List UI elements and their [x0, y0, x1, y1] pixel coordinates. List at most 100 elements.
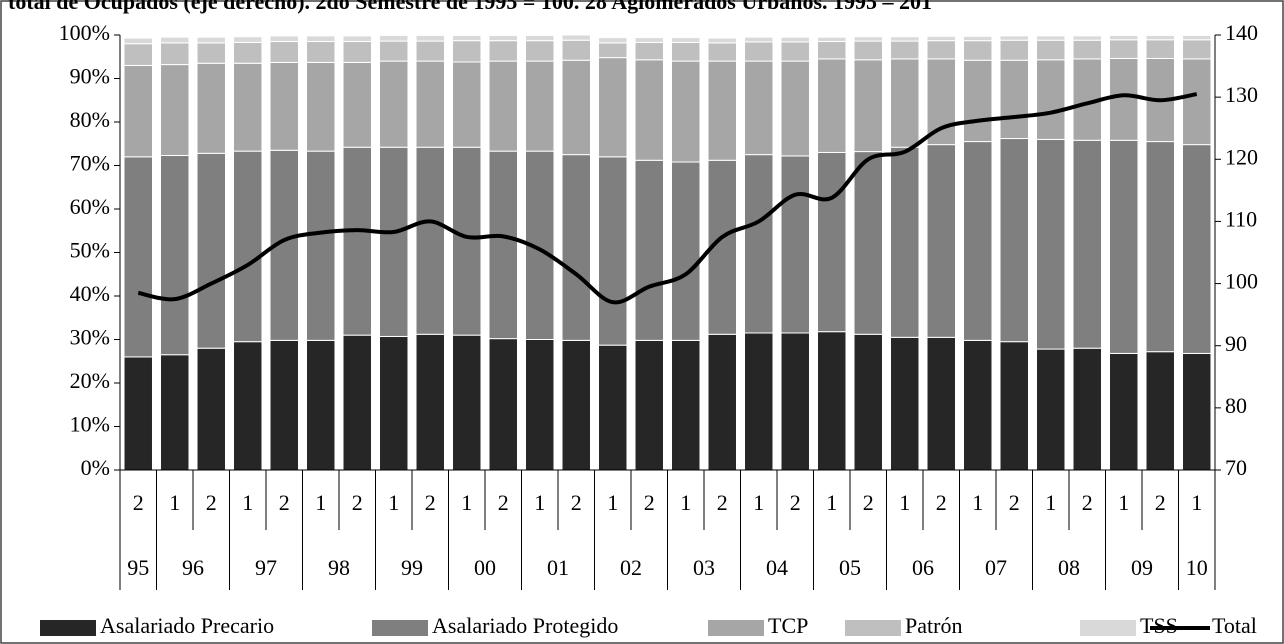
bar-segment: [853, 36, 883, 42]
bar-segment: [999, 341, 1029, 471]
bar-segment: [123, 43, 153, 66]
bar-segment: [123, 356, 153, 471]
x-tick-label: 2: [790, 490, 801, 515]
x-tick-label: 2: [206, 490, 217, 515]
y-tick-label: 90%: [70, 64, 110, 89]
bar-segment: [123, 37, 153, 45]
group-label: 95: [127, 555, 149, 580]
bar-segment: [233, 150, 263, 343]
group-label: 98: [328, 555, 350, 580]
bar-segment: [817, 58, 847, 153]
group-label: 07: [985, 555, 1007, 580]
bar-segment: [196, 347, 226, 471]
bar-segment: [561, 34, 591, 41]
bar-segment: [1182, 352, 1212, 471]
bar-segment: [817, 331, 847, 471]
legend-swatch: [1080, 620, 1136, 636]
x-tick-label: 1: [461, 490, 472, 515]
bar-segment: [1109, 57, 1139, 141]
x-tick-label: 1: [899, 490, 910, 515]
group-label: 05: [839, 555, 861, 580]
x-tick-label: 1: [826, 490, 837, 515]
group-label: 02: [620, 555, 642, 580]
bar-segment: [379, 60, 409, 148]
bar-segment: [488, 338, 518, 471]
bar-segment: [744, 332, 774, 471]
bar-segment: [1109, 39, 1139, 59]
bar-segment: [306, 150, 336, 341]
y-tick-label: 70%: [70, 151, 110, 176]
bar-segment: [342, 146, 372, 336]
bar-segment: [963, 35, 993, 42]
bar-segment: [488, 150, 518, 340]
y-tick-label: 30%: [70, 325, 110, 350]
bar-segment: [415, 34, 445, 42]
group-label: 01: [547, 555, 569, 580]
group-label: 08: [1058, 555, 1080, 580]
bar-segment: [671, 37, 701, 43]
bar-segment: [525, 60, 555, 152]
bar-segment: [707, 60, 737, 161]
y2-tick-label: 70: [1225, 455, 1247, 480]
bar-segment: [160, 354, 190, 471]
bar-segment: [196, 62, 226, 154]
bar-segment: [1109, 352, 1139, 471]
legend-swatch: [845, 620, 901, 636]
bar-segment: [269, 61, 299, 151]
group-label: 06: [912, 555, 934, 580]
bar-segment: [452, 40, 482, 63]
bar-segment: [379, 40, 409, 62]
bar-segment: [415, 60, 445, 148]
bar-segment: [452, 34, 482, 42]
legend-label: TCP: [768, 613, 808, 638]
bar-segment: [634, 37, 664, 43]
bar-segment: [342, 334, 372, 471]
bar-segment: [780, 36, 810, 43]
bar-segment: [671, 60, 701, 163]
bar-segment: [452, 61, 482, 148]
x-tick-label: 1: [753, 490, 764, 515]
bar-segment: [853, 59, 883, 153]
bar-segment: [1072, 347, 1102, 471]
x-tick-label: 2: [863, 490, 874, 515]
y-tick-label: 80%: [70, 107, 110, 132]
bar-segment: [269, 41, 299, 63]
bar-segment: [561, 59, 591, 156]
x-tick-label: 1: [388, 490, 399, 515]
legend-label: Total: [1212, 613, 1257, 638]
bar-segment: [160, 36, 190, 44]
bar-segment: [853, 333, 883, 471]
bar-segment: [926, 35, 956, 42]
bar-segment: [1145, 351, 1175, 471]
bar-segment: [963, 141, 993, 341]
bar-segment: [1072, 139, 1102, 349]
bar-segment: [926, 144, 956, 338]
bar-segment: [233, 341, 263, 471]
y-tick-label: 60%: [70, 194, 110, 219]
bar-segment: [1145, 34, 1175, 41]
group-label: 00: [474, 555, 496, 580]
bar-segment: [160, 64, 190, 156]
bar-segment: [342, 61, 372, 148]
bar-segment: [123, 156, 153, 358]
bar-segment: [1182, 39, 1212, 60]
bar-segment: [525, 34, 555, 42]
bar-segment: [890, 58, 920, 148]
bar-segment: [233, 41, 263, 64]
bar-segment: [634, 339, 664, 471]
bar-segment: [342, 35, 372, 43]
bar-segment: [306, 41, 336, 63]
group-label: 99: [401, 555, 423, 580]
bar-segment: [780, 332, 810, 471]
bar-segment: [853, 151, 883, 335]
bar-segment: [452, 146, 482, 336]
bar-segment: [671, 161, 701, 341]
y2-tick-label: 140: [1225, 20, 1258, 45]
y2-tick-label: 120: [1225, 144, 1258, 169]
x-tick-label: 1: [1118, 490, 1129, 515]
bar-segment: [415, 40, 445, 62]
x-tick-label: 2: [571, 490, 582, 515]
x-tick-label: 2: [717, 490, 728, 515]
bar-segment: [306, 339, 336, 471]
